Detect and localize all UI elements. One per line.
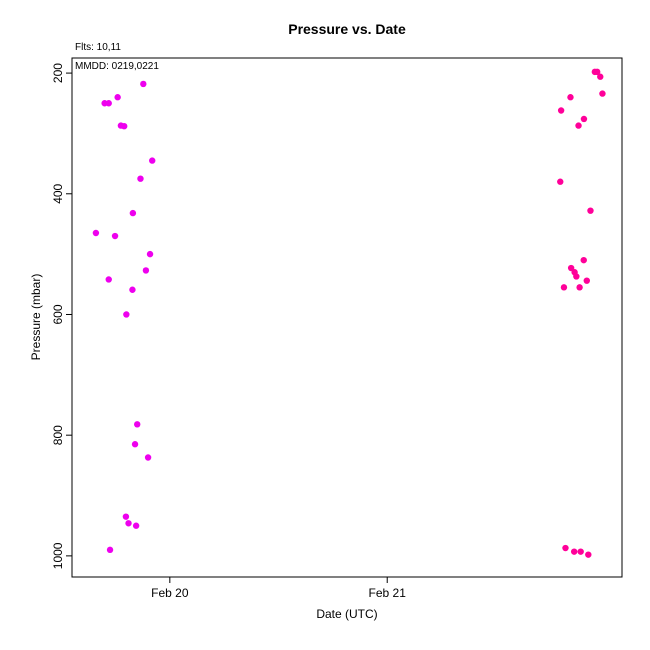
- y-tick-label: 400: [51, 183, 65, 203]
- data-point-series-1: [140, 80, 147, 88]
- data-point-series-2: [599, 90, 606, 97]
- chart-title: Pressure vs. Date: [288, 21, 406, 37]
- y-axis-ticks: 200 400 600 800 1000: [51, 63, 72, 569]
- data-point-series-2: [575, 122, 582, 129]
- data-point-series-1: [114, 94, 121, 101]
- x-axis-label: Date (UTC): [316, 607, 377, 621]
- data-point-series-1: [129, 209, 137, 217]
- data-point-series-1: [131, 441, 139, 448]
- data-point-series-2: [562, 544, 569, 552]
- data-point-series-1: [149, 157, 156, 164]
- y-axis-label: Pressure (mbar): [29, 274, 43, 361]
- data-point-series-1: [111, 232, 119, 240]
- data-point-series-1: [120, 122, 128, 130]
- data-point-series-2: [577, 548, 584, 555]
- data-point-series-1: [137, 175, 144, 182]
- y-tick-label: 1000: [51, 542, 65, 569]
- data-point-series-2: [557, 178, 564, 185]
- data-point-series-1: [92, 229, 100, 237]
- data-point-series-1: [123, 311, 130, 318]
- x-axis-ticks: Feb 20 Feb 21: [151, 577, 406, 600]
- data-point-series-2: [580, 115, 588, 123]
- mmdd-annotation: MMDD: 0219,0221: [75, 61, 159, 72]
- y-tick-label: 600: [51, 304, 65, 324]
- x-tick-label: Feb 21: [369, 586, 407, 600]
- data-point-series-2: [557, 107, 565, 114]
- flights-annotation: Flts: 10,11: [75, 42, 121, 53]
- data-point-series-2: [571, 269, 578, 276]
- data-points: [92, 68, 606, 558]
- data-point-series-1: [132, 522, 140, 529]
- data-point-series-1: [105, 276, 112, 283]
- data-point-series-2: [576, 284, 583, 291]
- data-point-series-2: [567, 264, 575, 272]
- data-point-series-2: [560, 284, 568, 291]
- data-point-series-2: [570, 548, 578, 555]
- data-point-series-2: [587, 207, 594, 214]
- data-point-series-1: [105, 100, 112, 107]
- data-point-series-2: [567, 94, 574, 101]
- data-point-series-1: [146, 250, 154, 258]
- data-point-series-2: [597, 73, 604, 80]
- plot-frame: [71, 57, 623, 578]
- data-point-series-2: [594, 68, 601, 76]
- data-point-series-1: [129, 286, 136, 293]
- data-point-series-1: [106, 546, 114, 554]
- data-point-series-1: [142, 267, 150, 274]
- data-point-series-2: [583, 277, 590, 284]
- x-tick-label: Feb 20: [151, 586, 189, 600]
- y-tick-label: 200: [51, 63, 65, 83]
- data-point-series-1: [122, 513, 130, 520]
- data-point-series-2: [580, 256, 587, 264]
- y-tick-label: 800: [51, 425, 65, 445]
- data-point-series-1: [125, 520, 132, 527]
- data-point-series-2: [585, 551, 592, 558]
- data-point-series-1: [134, 421, 141, 428]
- data-point-series-1: [144, 454, 152, 461]
